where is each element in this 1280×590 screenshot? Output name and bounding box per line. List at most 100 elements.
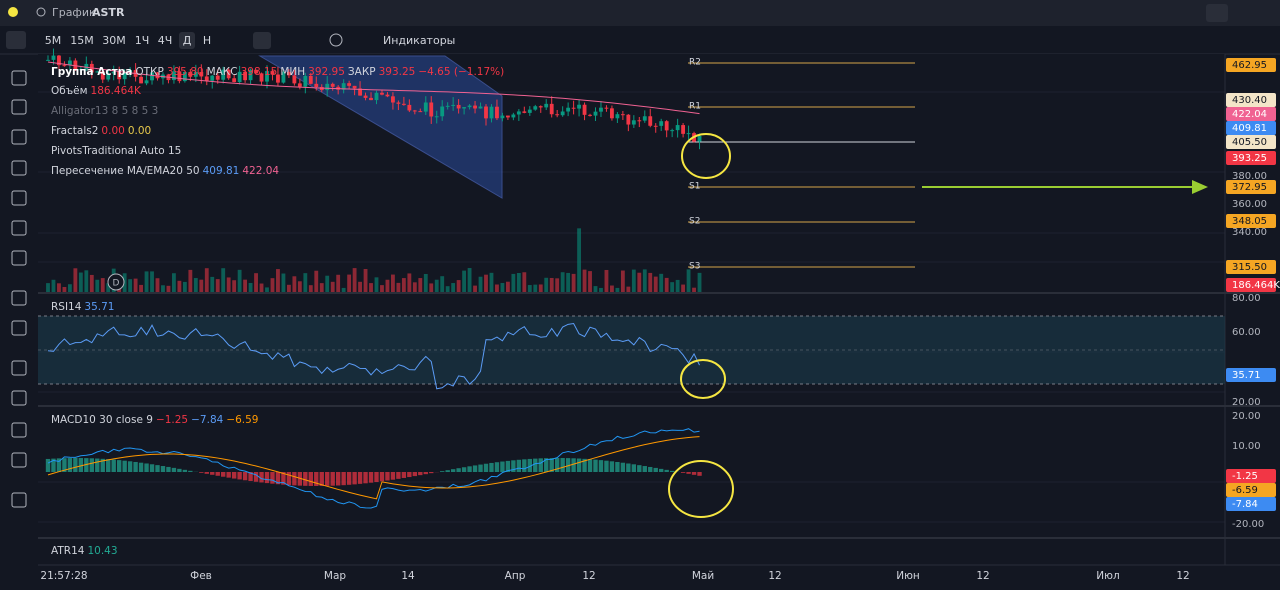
- legend-text: Объём: [51, 85, 88, 97]
- macd-hist: [106, 459, 110, 472]
- interval-button[interactable]: 5M: [45, 34, 62, 47]
- volume-bar: [654, 277, 658, 292]
- volume-bar: [479, 277, 483, 292]
- volume-bar: [610, 286, 614, 292]
- pencil-button[interactable]: [6, 31, 26, 49]
- candle-body: [643, 116, 647, 120]
- macd-hist: [484, 464, 488, 472]
- candle-body: [386, 95, 390, 97]
- macd-hist: [166, 467, 170, 472]
- candle-body: [670, 130, 674, 131]
- candle-body: [517, 111, 521, 114]
- volume-bar: [605, 270, 609, 292]
- macd-hist: [697, 472, 701, 476]
- candle-body: [490, 107, 494, 119]
- macd-hist: [407, 472, 411, 477]
- price-label: 393.25: [1232, 153, 1267, 164]
- macd-hist: [358, 472, 362, 484]
- macd-hist: [68, 458, 72, 472]
- interval-button[interactable]: 1Ч: [135, 34, 150, 47]
- legend-text: −1.25: [156, 414, 188, 426]
- volume-bar: [63, 287, 67, 292]
- candle-body: [599, 108, 603, 112]
- interval-button[interactable]: 15M: [70, 34, 94, 47]
- volume-bar: [429, 283, 433, 292]
- macd-hist: [467, 466, 471, 472]
- macd-hist: [347, 472, 351, 485]
- volume-bar: [73, 268, 77, 292]
- candle-body: [446, 106, 450, 107]
- volume-bar: [128, 279, 132, 292]
- macd-hist: [336, 472, 340, 485]
- volume-bar: [539, 284, 543, 292]
- legend-text: RSI14: [51, 301, 82, 313]
- volume-bar: [626, 287, 630, 292]
- volume-bar: [698, 273, 702, 292]
- collapse-button[interactable]: [1206, 4, 1228, 22]
- legend-text: 10.43: [87, 545, 117, 557]
- candle-body: [145, 80, 149, 83]
- legend-text: MACD10 30 close 9: [51, 414, 153, 426]
- time-label: Апр: [505, 570, 526, 582]
- volume-bar: [260, 284, 264, 292]
- volume-bar: [205, 268, 209, 292]
- macd-hist: [577, 459, 581, 472]
- volume-marker-label: D: [113, 279, 120, 289]
- interval-button[interactable]: 30M: [102, 34, 126, 47]
- indicators-button[interactable]: Индикаторы: [383, 34, 455, 47]
- pivot-label: S3: [689, 262, 700, 272]
- volume-bar: [468, 268, 472, 292]
- candle-body: [572, 108, 576, 109]
- volume-bar: [572, 274, 576, 292]
- volume-bar: [566, 273, 570, 292]
- candle-body: [676, 125, 680, 130]
- volume-bar: [577, 228, 581, 292]
- candle-body: [424, 102, 428, 111]
- volume-bar: [588, 271, 592, 292]
- macd-hist: [593, 460, 597, 472]
- legend-text: Группа Астра: [51, 66, 132, 78]
- price-label: 60.00: [1232, 327, 1261, 338]
- macd-hist: [144, 463, 148, 472]
- macd-hist: [90, 458, 94, 472]
- macd-hist: [183, 470, 187, 472]
- volume-bar: [199, 280, 203, 292]
- candle-body: [610, 108, 614, 118]
- chart-type-button[interactable]: [253, 32, 271, 49]
- candle-body: [501, 116, 505, 119]
- candle-body: [615, 114, 619, 118]
- time-label: Июл: [1096, 570, 1119, 582]
- candle-body: [594, 112, 598, 116]
- volume-bar: [232, 280, 236, 292]
- candle-body: [440, 106, 444, 116]
- candle-body: [413, 110, 417, 111]
- macd-hist: [429, 472, 433, 473]
- interval-button[interactable]: Н: [203, 34, 211, 47]
- macd-hist: [254, 472, 258, 482]
- volume-bar: [177, 281, 181, 292]
- volume-bar: [95, 280, 99, 292]
- price-label: 315.50: [1232, 262, 1267, 273]
- candle-body: [577, 105, 581, 109]
- macd-hist: [265, 472, 269, 483]
- volume-bar: [194, 278, 198, 292]
- candle-body: [698, 136, 702, 142]
- macd-hist: [571, 458, 575, 472]
- price-label: 462.95: [1232, 60, 1267, 71]
- volume-bar: [681, 285, 685, 292]
- legend-text: ОТКР: [135, 66, 163, 78]
- candle-body: [539, 106, 543, 107]
- candle-body: [528, 110, 532, 113]
- macd-hist: [150, 464, 154, 472]
- macd-hist: [380, 472, 384, 481]
- interval-button[interactable]: Д: [183, 34, 192, 47]
- volume-bar: [659, 274, 663, 292]
- macd-hist: [402, 472, 406, 478]
- volume-bar: [309, 285, 313, 292]
- macd-hist: [440, 471, 444, 472]
- volume-bar: [484, 275, 488, 292]
- volume-bar: [353, 268, 357, 292]
- volume-bar: [172, 273, 176, 292]
- candle-body: [495, 107, 499, 119]
- interval-button[interactable]: 4Ч: [158, 34, 173, 47]
